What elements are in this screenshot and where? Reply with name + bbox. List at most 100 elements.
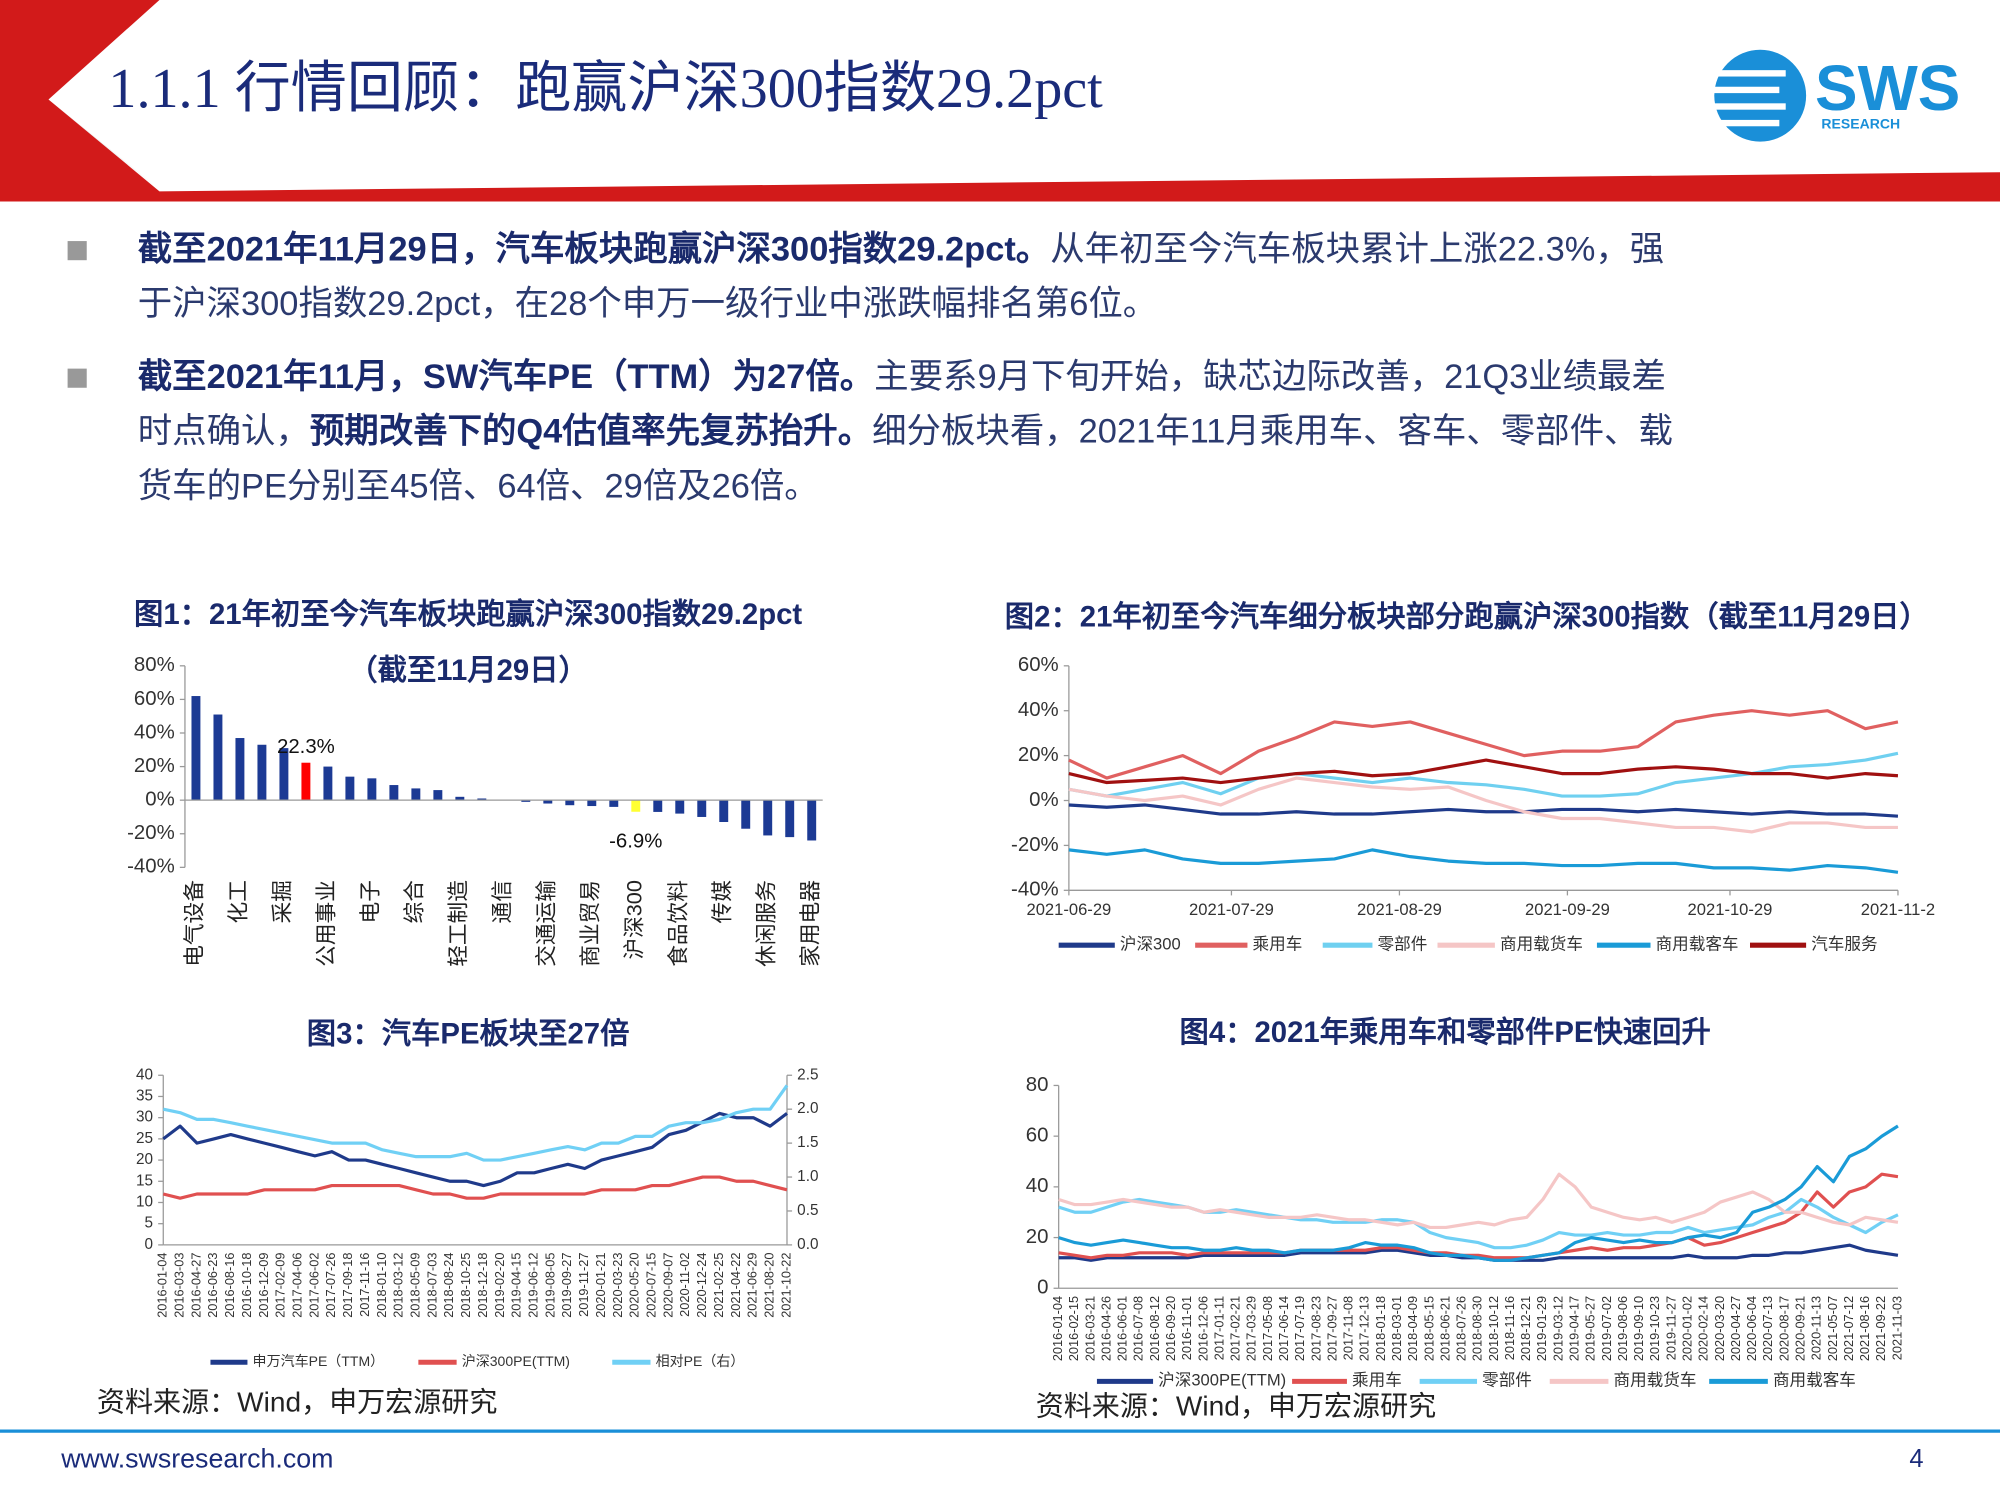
y-tick-label: 40% <box>1018 699 1059 721</box>
y-tick-label: 2.0 <box>797 1100 818 1117</box>
x-tick-label: 2020-03-23 <box>610 1253 625 1318</box>
x-tick-label: 2020-06-04 <box>1744 1296 1759 1361</box>
bold-text: 截至2021年11月，SW汽车PE（TTM）为27倍。 <box>138 357 874 396</box>
legend-label: 乘用车 <box>1352 1371 1402 1390</box>
bar <box>631 800 641 812</box>
x-tick-label: 2021-02-25 <box>711 1253 726 1318</box>
bar <box>521 800 531 802</box>
x-tick-label: 休闲服务 <box>753 880 778 967</box>
series-line <box>1068 848 1899 874</box>
series-line <box>162 1111 788 1188</box>
x-tick-label: 2021-06-29 <box>1026 900 1111 919</box>
y-tick-label: 5 <box>145 1215 154 1232</box>
chart-title: 图3：汽车PE板块至27倍 <box>307 1016 630 1050</box>
x-tick-label: 2019-04-15 <box>509 1253 524 1318</box>
series-line <box>1058 1172 1899 1260</box>
x-tick-label: 2018-06-21 <box>1437 1296 1452 1361</box>
x-tick-label: 2016-07-08 <box>1131 1296 1146 1361</box>
x-tick-label: 2020-02-14 <box>1696 1296 1711 1361</box>
x-tick-label: 2017-02-09 <box>273 1253 288 1318</box>
x-tick-label: 2018-01-10 <box>374 1253 389 1318</box>
x-tick-label: 电气设备 <box>182 880 207 967</box>
x-tick-label: 2020-11-13 <box>1809 1296 1824 1360</box>
x-tick-label: 2019-04-17 <box>1567 1296 1582 1361</box>
x-tick-label: 2019-07-02 <box>1599 1296 1614 1361</box>
x-tick-label: 2019-08-06 <box>1615 1296 1630 1361</box>
bar <box>345 776 355 801</box>
series-line <box>1058 1124 1899 1262</box>
bar <box>785 800 795 838</box>
x-tick-label: 2020-01-02 <box>1680 1296 1695 1361</box>
x-tick-label: 2019-06-12 <box>526 1253 541 1318</box>
bullet-line: 时点确认，预期改善下的Q4估值率先复苏抬升。细分板块看，2021年11月乘用车、… <box>138 413 1673 451</box>
x-tick-label: 2019-03-12 <box>1550 1296 1565 1361</box>
body-text: 时点确认， <box>138 413 310 451</box>
bar <box>367 778 377 801</box>
x-tick-label: 2021-07-29 <box>1189 900 1274 919</box>
series-line <box>162 1084 789 1162</box>
x-tick-label: 2018-12-21 <box>1518 1296 1533 1361</box>
legend-label: 乘用车 <box>1253 935 1303 954</box>
x-tick-label: 2016-10-18 <box>239 1253 254 1318</box>
x-tick-label: 2016-06-23 <box>205 1253 220 1318</box>
body-text: 细分板块看，2021年11月乘用车、客车、零部件、载 <box>872 413 1673 451</box>
x-tick-label: 沪深300 <box>622 880 647 960</box>
y-tick-label: 0 <box>145 1236 154 1253</box>
bar <box>455 796 465 801</box>
logo-subtext: RESEARCH <box>1821 116 1900 132</box>
x-tick-label: 食品饮料 <box>665 880 690 967</box>
x-tick-label: 电子 <box>358 880 383 923</box>
body-text: 于沪深300指数29.2pct，在28个申万一级行业中涨跌幅排名第6位。 <box>138 285 1157 323</box>
legend-label: 沪深300PE(TTM) <box>1158 1371 1286 1390</box>
legend-label: 零部件 <box>1378 935 1428 954</box>
x-tick-label: 2017-07-19 <box>1292 1296 1307 1361</box>
x-tick-label: 2016-03-03 <box>171 1253 186 1318</box>
y-tick-label: 0 <box>1037 1277 1048 1299</box>
x-tick-label: 2020-07-15 <box>644 1253 659 1318</box>
x-tick-label: 2020-09-07 <box>660 1253 675 1318</box>
x-tick-label: 化工 <box>226 880 251 923</box>
logo-text: SWS <box>1815 52 1960 124</box>
y-tick-label: 60% <box>1018 654 1059 676</box>
x-tick-label: 2020-01-21 <box>593 1253 608 1318</box>
x-tick-label: 2021-08-16 <box>1857 1296 1872 1361</box>
x-tick-label: 2019-02-20 <box>492 1253 507 1318</box>
y-tick-label: 25 <box>136 1130 153 1147</box>
bar <box>763 800 773 836</box>
y-tick-label: 1.5 <box>797 1134 818 1151</box>
source-note: 资料来源：Wind，申万宏源研究 <box>1036 1391 1436 1422</box>
y-tick-label: -20% <box>127 822 175 844</box>
x-tick-label: 2020-04-27 <box>1728 1296 1743 1361</box>
header-band <box>0 0 2000 202</box>
x-tick-label: 2016-03-21 <box>1082 1296 1097 1361</box>
x-tick-label: 2016-04-27 <box>188 1253 203 1318</box>
x-tick-label: 2018-04-09 <box>1405 1296 1420 1361</box>
x-tick-label: 2020-11-02 <box>677 1253 692 1317</box>
legend-label: 相对PE（右） <box>656 1353 745 1369</box>
y-tick-label: 15 <box>136 1172 153 1189</box>
x-tick-label: 通信 <box>490 880 515 923</box>
series-line <box>162 1175 788 1200</box>
bar <box>191 696 201 801</box>
x-tick-label: 2019-11-27 <box>1663 1296 1678 1360</box>
bar <box>323 766 333 801</box>
x-tick-label: 2018-05-15 <box>1421 1296 1436 1361</box>
legend-label: 零部件 <box>1482 1371 1532 1390</box>
y-tick-label: -40% <box>127 856 175 878</box>
footer-url: www.swsresearch.com <box>60 1444 333 1474</box>
x-tick-label: 2017-12-13 <box>1357 1296 1372 1361</box>
bullet-line: 货车的PE分别至45倍、64倍、29倍及26倍。 <box>138 468 819 506</box>
x-tick-label: 2017-06-14 <box>1276 1296 1291 1361</box>
x-tick-label: 2018-05-09 <box>408 1253 423 1318</box>
x-tick-label: 2016-09-20 <box>1163 1296 1178 1361</box>
x-tick-label: 2017-01-11 <box>1211 1296 1226 1360</box>
x-tick-label: 2017-05-08 <box>1260 1296 1275 1361</box>
x-tick-label: 综合 <box>402 880 427 923</box>
bullet-line: 于沪深300指数29.2pct，在28个申万一级行业中涨跌幅排名第6位。 <box>138 285 1157 323</box>
logo: SWS RESEARCH <box>1709 49 1960 142</box>
x-tick-label: 2020-03-20 <box>1712 1296 1727 1361</box>
y-tick-label: -40% <box>1011 879 1059 901</box>
y-tick-label: 35 <box>136 1088 153 1105</box>
x-tick-label: 2019-10-23 <box>1647 1296 1662 1361</box>
